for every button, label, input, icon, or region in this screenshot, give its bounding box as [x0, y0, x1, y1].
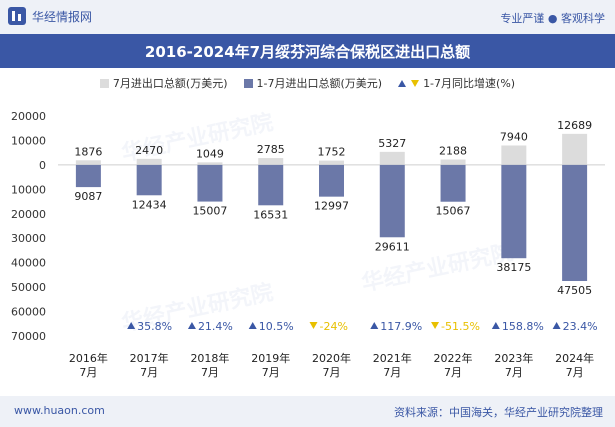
- growth-up-marker: [491, 322, 500, 329]
- top-bar: 华经情报网 专业严谨 ● 客观科学: [0, 0, 615, 34]
- source-note: 资料来源：中国海关，华经产业研究院整理: [394, 406, 603, 419]
- growth-up-marker: [552, 322, 561, 329]
- growth-down-marker: [309, 322, 318, 329]
- growth-label: -51.5%: [441, 320, 480, 333]
- data-label-cumulative: 47505: [557, 284, 592, 297]
- x-tick-label: 2021年 7月: [373, 351, 412, 379]
- bar-monthly: [379, 151, 405, 165]
- growth-label: -24%: [320, 320, 348, 333]
- bar-cumulative: [501, 164, 527, 259]
- x-tick-label: 2016年 7月: [69, 351, 108, 379]
- legend-label-cumulative: 1-7月进出口总额(万美元): [256, 77, 383, 90]
- growth-label: 35.8%: [137, 320, 172, 333]
- x-tick-label: 2018年 7月: [190, 351, 229, 379]
- growth-label: 10.5%: [259, 320, 294, 333]
- bar-cumulative: [258, 164, 284, 206]
- bar-cumulative: [319, 164, 344, 197]
- bar-cumulative: [440, 164, 466, 202]
- brand[interactable]: 华经情报网: [8, 7, 92, 25]
- data-label-monthly: 2188: [439, 145, 467, 158]
- growth-up-marker: [187, 322, 196, 329]
- data-label-cumulative: 29611: [375, 240, 410, 253]
- data-label-monthly: 12689: [557, 119, 592, 132]
- bar-monthly: [197, 162, 223, 165]
- bar-cumulative: [136, 164, 162, 196]
- legend-swatch-cumulative: [243, 78, 253, 88]
- growth-up-marker: [248, 322, 257, 329]
- brand-logo-icon: [8, 7, 26, 25]
- legend-item-monthly: 7月进出口总额(万美元): [99, 75, 228, 91]
- website-link[interactable]: www.huaon.com: [14, 404, 105, 417]
- bar-cumulative: [379, 164, 405, 238]
- x-tick-label: 2022年 7月: [434, 351, 473, 379]
- legend-item-growth: 1-7月同比增速(%): [398, 75, 515, 91]
- legend-swatch-monthly: [99, 78, 109, 88]
- y-tick-label: 20000: [11, 110, 46, 123]
- data-label-monthly: 2470: [135, 144, 163, 157]
- y-tick-label: 10000: [11, 134, 46, 147]
- data-label-cumulative: 12434: [132, 198, 167, 211]
- growth-label: 158.8%: [502, 320, 544, 333]
- chart: 20000 10000 0 10000 20000 30000 40000 50000 6000…: [11, 110, 605, 379]
- growth-label: 117.9%: [380, 320, 422, 333]
- data-label-cumulative: 16531: [253, 208, 288, 221]
- x-tick-label: 2024年 7月: [555, 351, 594, 379]
- bar-monthly: [136, 158, 162, 165]
- x-tick-label: 2023年 7月: [494, 351, 533, 379]
- data-label-monthly: 7940: [500, 130, 528, 143]
- x-tick-label: 2019年 7月: [251, 351, 290, 379]
- legend-item-cumulative: 1-7月进出口总额(万美元): [243, 75, 383, 91]
- data-label-cumulative: 9087: [74, 190, 102, 203]
- bar-monthly: [258, 158, 284, 165]
- x-tick-label: 2020年 7月: [312, 351, 351, 379]
- y-tick-label: 10000: [11, 183, 46, 196]
- data-label-monthly: 1049: [196, 147, 224, 160]
- bar-cumulative: [197, 164, 223, 202]
- y-tick-label: 50000: [11, 281, 46, 294]
- bar-monthly: [562, 133, 588, 165]
- growth-up-marker: [127, 322, 136, 329]
- growth-up-marker: [370, 322, 379, 329]
- data-label-monthly: 2785: [257, 143, 285, 156]
- legend-label-growth: 1-7月同比增速(%): [423, 77, 516, 90]
- bar-monthly: [319, 160, 344, 165]
- y-tick-label: 40000: [11, 257, 46, 270]
- triangle-up-icon: [398, 79, 407, 87]
- data-label-cumulative: 15067: [436, 205, 471, 218]
- y-tick-label: 20000: [11, 208, 46, 221]
- footer: www.huaon.com 资料来源：中国海关，华经产业研究院整理: [0, 396, 615, 427]
- data-label-monthly: 1752: [318, 146, 346, 159]
- title-bar: 2016-2024年7月绥芬河综合保税区进出口总额: [0, 34, 615, 68]
- growth-label: 23.4%: [563, 320, 598, 333]
- bar-monthly: [75, 160, 101, 165]
- y-tick-label: 0: [39, 159, 46, 172]
- data-label-cumulative: 12997: [314, 200, 349, 213]
- y-tick-label: 60000: [11, 306, 46, 319]
- y-tick-label: 30000: [11, 232, 46, 245]
- growth-down-marker: [431, 322, 440, 329]
- brand-name: 华经情报网: [32, 9, 93, 24]
- legend: 7月进出口总额(万美元) 1-7月进出口总额(万美元) 1-7月同比增速(%): [0, 70, 615, 96]
- data-label-cumulative: 15007: [192, 205, 227, 218]
- triangle-down-icon: [411, 79, 420, 87]
- data-label-cumulative: 38175: [496, 261, 531, 274]
- legend-label-monthly: 7月进出口总额(万美元): [112, 77, 228, 90]
- bar-monthly: [501, 145, 527, 165]
- y-tick-label: 70000: [11, 330, 46, 343]
- data-label-monthly: 1876: [74, 145, 102, 158]
- data-label-monthly: 5327: [378, 137, 406, 150]
- bar-monthly: [440, 159, 466, 165]
- bar-cumulative: [562, 164, 588, 282]
- growth-label: 21.4%: [198, 320, 233, 333]
- slogan: 专业严谨 ● 客观科学: [500, 12, 605, 25]
- bar-cumulative: [75, 164, 101, 188]
- x-tick-label: 2017年 7月: [130, 351, 169, 379]
- chart-title: 2016-2024年7月绥芬河综合保税区进出口总额: [144, 42, 471, 61]
